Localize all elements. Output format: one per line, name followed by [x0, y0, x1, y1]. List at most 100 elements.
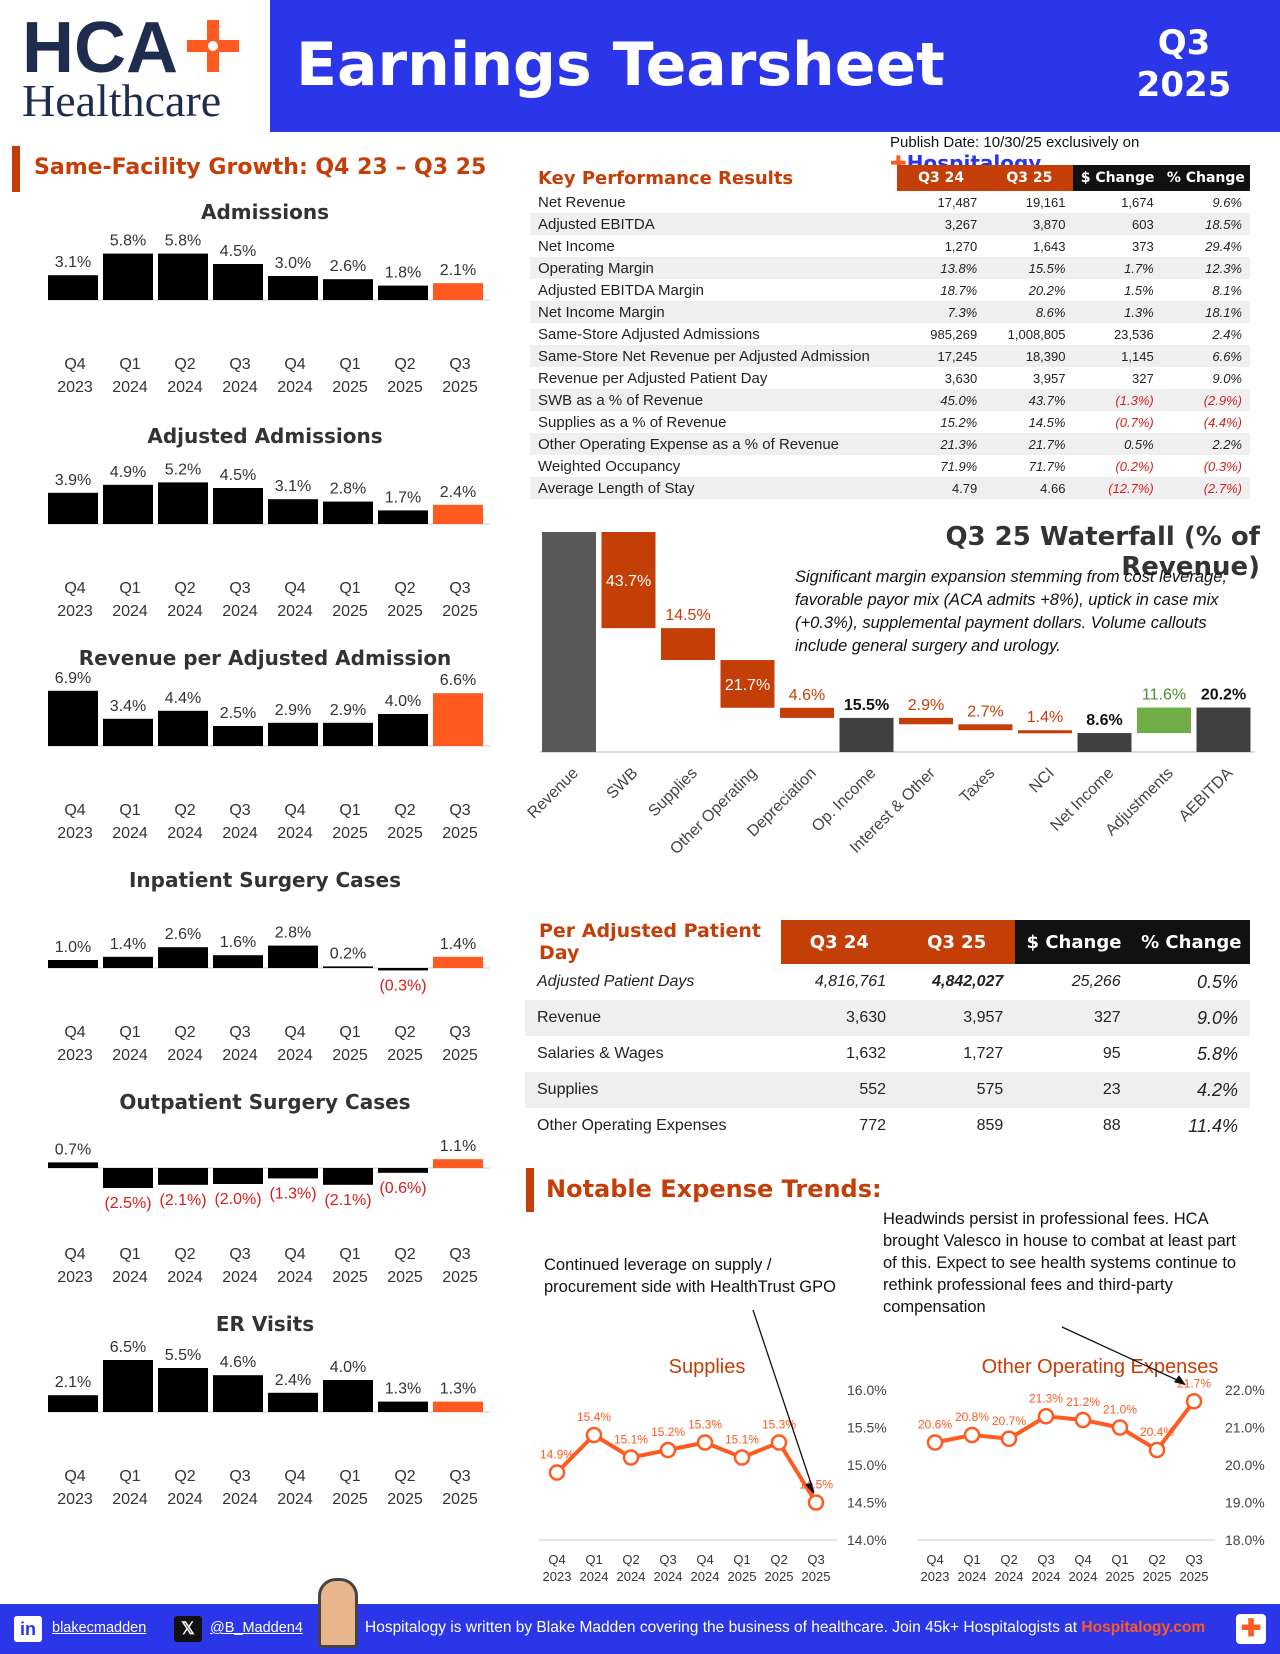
bar	[323, 1380, 373, 1412]
tick-label-quarter: Q4	[284, 356, 305, 373]
tick-label-year: 2023	[57, 603, 93, 620]
tick-label-quarter: Q2	[394, 802, 415, 819]
series-point	[548, 1464, 566, 1481]
kpi-value: 17,487	[937, 194, 978, 210]
tick-label-quarter: Q4	[284, 580, 305, 597]
wf-bar	[1077, 733, 1132, 752]
kpi-value: 20.2%	[1028, 282, 1066, 298]
apd-metric: Salaries & Wages	[537, 1045, 664, 1062]
apd-col-q3-25: Q3 25	[898, 920, 1016, 964]
kpi-value: 327	[1132, 370, 1154, 386]
apd-value: 3,630	[780, 1000, 899, 1036]
data-label: 3.1%	[275, 478, 311, 495]
bar	[323, 501, 373, 524]
apd-col-dollar-change: $ Change	[1015, 920, 1133, 964]
kpi-value: 6.6%	[1161, 345, 1250, 367]
wf-bar	[661, 628, 715, 661]
tick-label-year: 2024	[112, 1047, 148, 1064]
bar	[213, 726, 263, 746]
tick-label-year: 2024	[112, 603, 148, 620]
kpi-metric: Same-Store Net Revenue per Adjusted Admi…	[530, 345, 898, 367]
kpi-col-q3-25: Q3 25	[985, 165, 1074, 191]
tick-label-quarter: Q2	[174, 356, 195, 373]
kpi-value: 3,957	[1032, 370, 1066, 386]
tick-label-quarter: Q1	[339, 1468, 360, 1485]
data-label: 4.0%	[385, 693, 421, 710]
title-banner: Earnings Tearsheet Q3 2025	[270, 0, 1280, 132]
kpi-value: 8.1%	[1212, 282, 1242, 298]
kpi-metric: Net Income	[538, 237, 615, 255]
tick-label-quarter: Q2	[394, 580, 415, 597]
apd-value: 0.5%	[1196, 971, 1238, 992]
tick-label-year: 2024	[222, 603, 258, 620]
tick-label-quarter: Q3	[449, 1246, 470, 1263]
data-label: 1.3%	[440, 1381, 476, 1398]
apd-value: 1,632	[845, 1045, 887, 1062]
series-point	[1000, 1430, 1018, 1447]
kpi-row: Adjusted EBITDA 3,267 3,870 603 18.5%	[530, 213, 1250, 235]
kpi-value: (4.4%)	[1203, 414, 1242, 430]
apd-row: Adjusted Patient Days 4,816,761 4,842,027 2…	[525, 964, 1250, 1000]
bar	[268, 945, 318, 968]
kpi-value: 0.5%	[1073, 433, 1162, 455]
footer-site-link[interactable]: Hospitalogy.com	[1081, 1619, 1206, 1636]
y-tick-label: 14.0%	[847, 1532, 887, 1548]
data-label: (2.0%)	[214, 1191, 261, 1208]
wf-bar	[720, 660, 775, 708]
series-point	[696, 1434, 714, 1451]
tick-label-quarter: Q3	[449, 356, 470, 373]
data-label: 5.8%	[110, 233, 146, 250]
data-label: 1.6%	[220, 934, 256, 951]
kpi-metric: SWB as a % of Revenue	[530, 389, 898, 411]
series-point	[585, 1426, 603, 1444]
chart-admissions: Admissions 3.1% Q4 2023 5.8% Q1 2024 5.8% Q2 2024…	[40, 200, 490, 405]
tick-label-quarter: Q3	[449, 1468, 470, 1485]
header: HCA Healthcare Earnings Tearsheet Q3 202…	[0, 0, 1280, 132]
waterfall-note: Significant margin expansion stemming fr…	[795, 568, 1227, 655]
kpi-value: 15.2%	[940, 414, 978, 430]
wf-bar	[780, 707, 834, 718]
tick-label-year: 2023	[57, 1491, 93, 1508]
annotation-arrow-other	[1061, 1326, 1185, 1384]
chart-title: Inpatient Surgery Cases	[128, 868, 402, 892]
wf-bar	[601, 532, 656, 629]
tick-label-quarter: Q3	[229, 1024, 250, 1041]
kpi-value: 12.3%	[1161, 257, 1250, 279]
series-point	[733, 1449, 751, 1466]
tick-label-year: 2025	[442, 603, 478, 620]
data-label: 0.7%	[55, 1141, 91, 1158]
kpi-value: 19,161	[1025, 194, 1066, 210]
wf-bar	[1018, 730, 1072, 734]
point-label: 21.7%	[1177, 1376, 1211, 1390]
tick-label-year: 2025	[332, 1491, 368, 1508]
bar	[323, 279, 373, 300]
x-tick-year: 2024	[654, 1569, 683, 1584]
kpi-col-dollar-change: $ Change	[1073, 165, 1162, 191]
bar	[48, 1162, 98, 1168]
bar	[433, 504, 483, 524]
chart-title: Outpatient Surgery Cases	[119, 1090, 411, 1114]
kpi-metric: Weighted Occupancy	[538, 457, 681, 475]
kpi-value: 1,008,805	[1007, 326, 1066, 342]
tick-label-year: 2025	[442, 825, 478, 842]
data-label: 0.2%	[330, 945, 366, 962]
x-tick-year: 2024	[617, 1569, 646, 1584]
tick-label-year: 2024	[167, 1491, 203, 1508]
linkedin-handle[interactable]: blakecmadden	[52, 1620, 147, 1636]
linkedin-icon[interactable]: in	[14, 1616, 42, 1642]
x-tick-year: 2024	[1032, 1569, 1061, 1584]
tick-label-year: 2024	[277, 1491, 313, 1508]
kpi-metric: Net Revenue	[538, 193, 626, 211]
kpi-row: Adjusted EBITDA Margin 18.7% 20.2% 1.5% 8.1%	[530, 279, 1250, 301]
bar	[268, 1168, 318, 1179]
footer: in blakecmadden 𝕏 @B_Madden4 Hospitalogy…	[0, 1578, 1280, 1654]
x-icon[interactable]: 𝕏	[174, 1616, 202, 1642]
series-point	[622, 1449, 640, 1466]
line-chart-title: Other Operating Expenses	[982, 1356, 1219, 1378]
x-handle[interactable]: @B_Madden4	[210, 1620, 303, 1636]
data-label: 4.0%	[330, 1359, 366, 1376]
bar	[268, 499, 318, 524]
y-tick-label: 18.0%	[1225, 1532, 1265, 1548]
apd-value: 23	[1015, 1072, 1133, 1108]
